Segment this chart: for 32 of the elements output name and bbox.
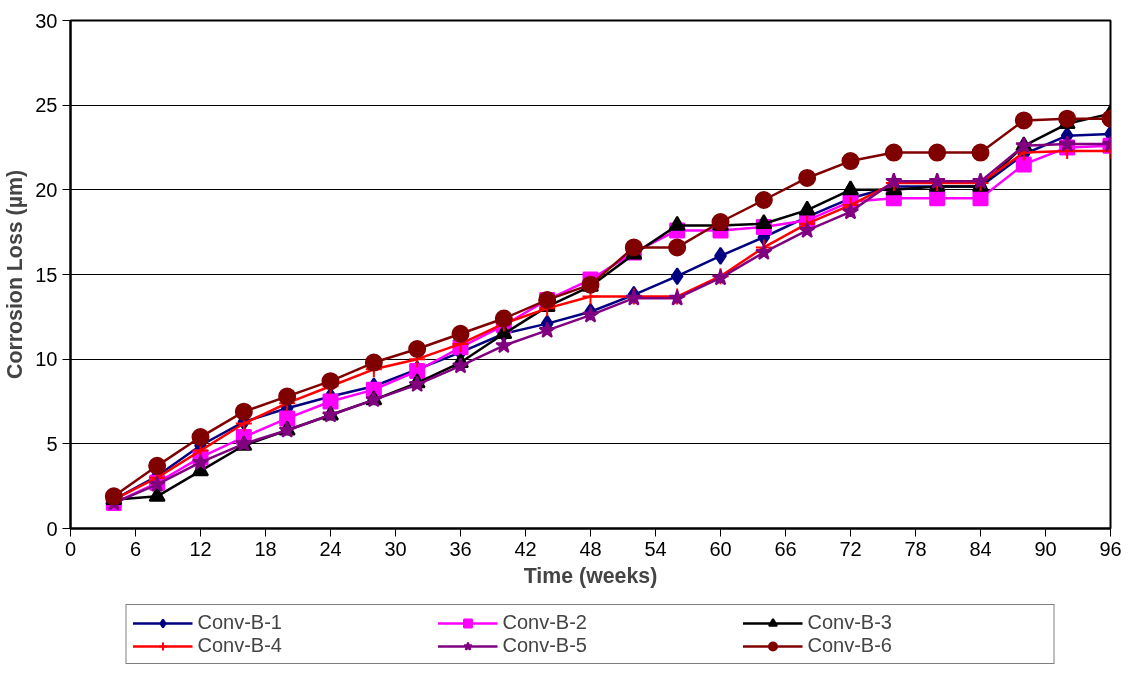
y-tick-label: 10 bbox=[35, 348, 58, 371]
legend-label: Conv-B-6 bbox=[807, 634, 893, 657]
x-tick-label: 54 bbox=[644, 537, 667, 560]
legend-label: Conv-B-1 bbox=[197, 611, 283, 634]
x-tick-label: 42 bbox=[514, 537, 537, 560]
y-tick-label: 5 bbox=[46, 432, 58, 455]
legend-label: Conv-B-4 bbox=[197, 634, 283, 657]
y-tick-label: 30 bbox=[35, 9, 58, 32]
x-tick-label: 90 bbox=[1034, 537, 1057, 560]
x-tick-label: 0 bbox=[64, 537, 77, 560]
y-axis-title: Corrosion Loss (µm) bbox=[3, 170, 28, 379]
x-tick-label: 48 bbox=[579, 537, 602, 560]
y-tick-label: 15 bbox=[35, 263, 58, 286]
x-axis-title: Time (weeks) bbox=[523, 563, 658, 588]
x-tick-label: 72 bbox=[839, 537, 862, 560]
x-tick-label: 96 bbox=[1099, 537, 1122, 560]
x-tick-label: 78 bbox=[904, 537, 927, 560]
x-tick-label: 66 bbox=[774, 537, 797, 560]
x-tick-label: 84 bbox=[969, 537, 992, 560]
y-tick-label: 0 bbox=[46, 517, 58, 540]
legend-label: Conv-B-2 bbox=[502, 611, 588, 634]
y-tick-label: 20 bbox=[35, 178, 58, 201]
x-tick-label: 6 bbox=[129, 537, 142, 560]
x-tick-label: 36 bbox=[449, 537, 472, 560]
x-tick-label: 18 bbox=[254, 537, 277, 560]
legend-label: Conv-B-5 bbox=[502, 634, 588, 657]
x-tick-label: 60 bbox=[709, 537, 732, 560]
y-tick-label: 25 bbox=[35, 94, 58, 117]
legend-label: Conv-B-3 bbox=[807, 611, 893, 634]
x-tick-label: 12 bbox=[189, 537, 212, 560]
x-tick-label: 24 bbox=[319, 537, 342, 560]
x-tick-label: 30 bbox=[384, 537, 407, 560]
